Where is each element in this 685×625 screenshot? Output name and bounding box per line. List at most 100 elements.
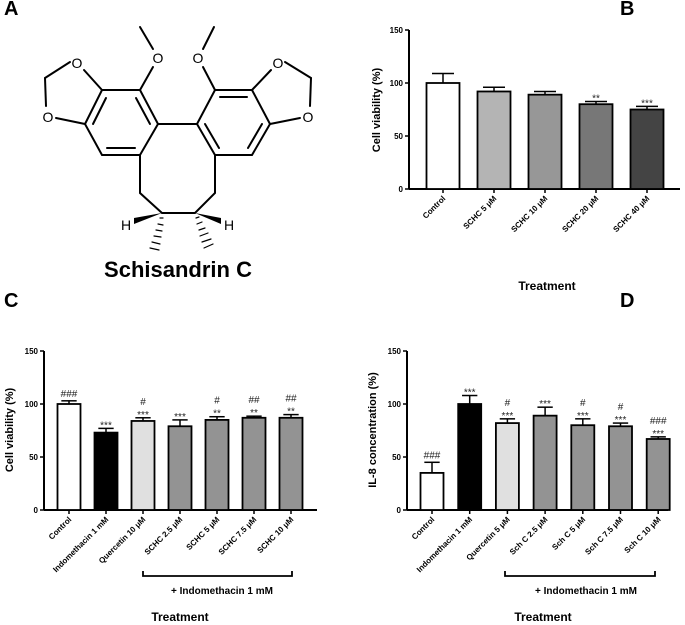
panel-label-a: A [4, 0, 19, 20]
x-tick-label: Sch C 10 μM [623, 515, 663, 555]
significance-hashes: # [618, 402, 624, 413]
significance-hashes: ### [650, 416, 667, 427]
significance-stars: ** [250, 408, 258, 419]
y-tick-label: 50 [29, 453, 38, 462]
chart-d: 0 50 100 150 IL-8 concentration (%) Treatment… [367, 347, 671, 624]
x-axis-label: Treatment [151, 610, 208, 624]
significance-stars: *** [652, 429, 664, 440]
bar [527, 93, 563, 190]
y-tick-label: 150 [25, 347, 39, 356]
x-tick-label: Sch C 5 μM [550, 515, 587, 552]
y-tick-label: 100 [25, 400, 39, 409]
significance-hashes: # [214, 396, 220, 407]
significance-hashes: # [505, 398, 511, 409]
x-tick-label: SCHC 2.5 μM [143, 515, 185, 557]
bar [56, 403, 82, 511]
panel-label-b: B [620, 0, 635, 20]
x-axis-label: Treatment [518, 279, 575, 293]
bar [578, 103, 614, 190]
y-tick-label: 0 [34, 506, 39, 515]
significance-stars: *** [615, 415, 627, 426]
group-bracket-label: + Indomethacin 1 mM [171, 586, 273, 597]
bar [457, 403, 483, 511]
x-tick-label: Sch C 7.5 μM [583, 515, 625, 557]
significance-stars: *** [174, 412, 186, 423]
x-tick-label: Control [47, 515, 73, 541]
left-benzene-ring [83, 89, 160, 156]
atom-oxygen: O [303, 109, 314, 125]
x-tick-label: SCHC 40 μM [611, 194, 651, 234]
y-axis-label: Cell viability (%) [371, 67, 383, 152]
y-tick-label: 0 [399, 185, 404, 194]
x-tick-label: SCHC 7.5 μM [217, 515, 259, 557]
x-tick-label: SCHC 5 μM [185, 515, 222, 552]
y-axis-label: IL-8 concentration (%) [367, 372, 379, 488]
significance-stars: ** [287, 407, 295, 418]
significance-hashes: ### [61, 389, 78, 400]
atom-oxygen: O [193, 50, 204, 66]
bar [204, 418, 230, 511]
significance-stars: *** [464, 388, 476, 399]
chart-c: 0 50 100 150 Cell viability (%) Treatment Cont… [4, 347, 317, 624]
significance-hashes: # [140, 397, 146, 408]
bar [476, 90, 512, 190]
atom-hydrogen: H [224, 217, 234, 233]
significance-hashes: # [580, 398, 586, 409]
y-tick-label: 100 [388, 400, 402, 409]
bar [494, 422, 520, 511]
atom-oxygen: O [72, 55, 83, 71]
significance-hashes: ## [248, 395, 260, 406]
group-bracket [504, 571, 656, 577]
bar [570, 424, 596, 511]
chart-b: 0 50 100 150 Cell viability (%) Treatment Cont… [371, 26, 680, 293]
x-tick-label: SCHC 20 μM [560, 194, 600, 234]
y-tick-label: 50 [394, 132, 403, 141]
bar [130, 420, 156, 511]
significance-stars: *** [502, 411, 514, 422]
bar [167, 425, 193, 511]
x-tick-label: Control [410, 515, 436, 541]
atom-oxygen: O [43, 109, 54, 125]
significance-stars: ** [592, 94, 600, 105]
y-tick-label: 150 [388, 347, 402, 356]
group-bracket-label: + Indomethacin 1 mM [535, 586, 637, 597]
schisandrin-c-structure: O O O O O O H H [43, 26, 314, 251]
atom-hydrogen: H [121, 217, 131, 233]
panel-label-d: D [620, 290, 635, 312]
y-tick-label: 150 [390, 26, 404, 35]
bar [532, 414, 558, 511]
x-tick-label: SCHC 10 μM [255, 515, 295, 555]
panel-label-c: C [4, 290, 19, 312]
bar [629, 108, 665, 190]
significance-stars: *** [539, 399, 551, 410]
bar [278, 416, 304, 511]
x-tick-label: Sch C 2.5 μM [508, 515, 550, 557]
bar [241, 416, 267, 511]
y-tick-label: 100 [390, 79, 404, 88]
wedge-bond [134, 213, 162, 224]
compound-name: Schisandrin C [104, 257, 252, 282]
significance-stars: *** [137, 410, 149, 421]
group-bracket [142, 571, 293, 577]
bar [608, 425, 633, 511]
x-tick-label: SCHC 10 μM [509, 194, 549, 234]
significance-hashes: ## [285, 394, 297, 405]
significance-hashes: ### [424, 450, 441, 461]
wedge-bond [195, 213, 221, 224]
bar [645, 438, 671, 511]
right-benzene-ring [195, 89, 272, 156]
y-tick-label: 50 [392, 453, 401, 462]
y-axis-label: Cell viability (%) [4, 387, 16, 472]
significance-stars: ** [213, 409, 221, 420]
atom-oxygen: O [153, 50, 164, 66]
y-tick-label: 0 [397, 506, 402, 515]
significance-stars: *** [577, 411, 589, 422]
significance-stars: *** [641, 98, 653, 109]
bar [425, 82, 461, 190]
x-tick-label: Control [421, 194, 447, 220]
bar [93, 431, 119, 511]
x-axis-label: Treatment [514, 610, 571, 624]
bar [419, 471, 445, 511]
significance-stars: *** [100, 420, 112, 431]
